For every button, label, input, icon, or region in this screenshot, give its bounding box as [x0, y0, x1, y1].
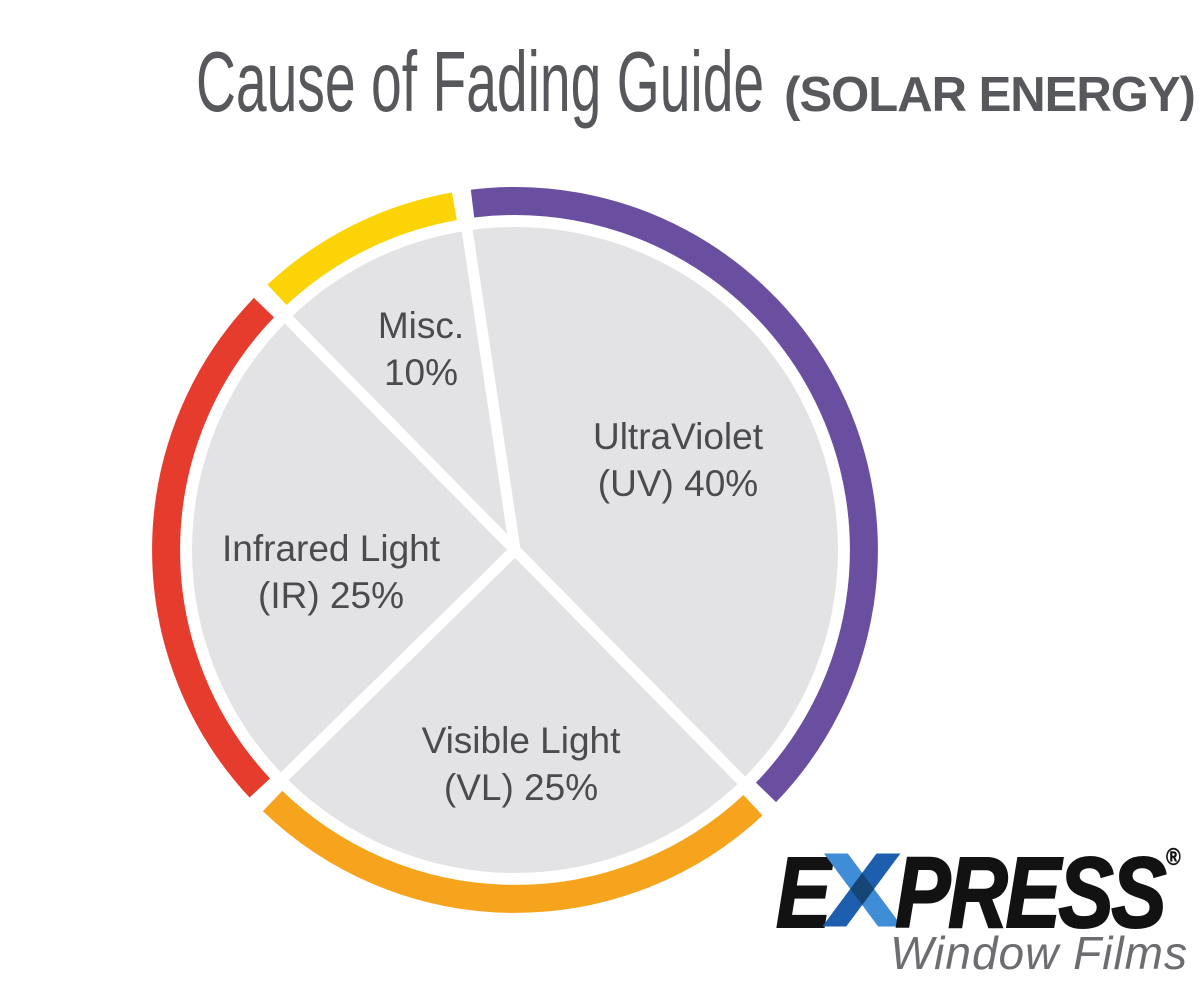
brand-wordmark: E PRESS® — [775, 842, 1181, 944]
slice-label-ultraviolet: UltraViolet (UV) 40% — [593, 413, 763, 507]
ring-segment-visible-light-vl — [262, 790, 763, 913]
brand-logo: E PRESS® Window Films — [693, 842, 1187, 976]
slice-label-misc: Misc. 10% — [378, 302, 464, 396]
brand-letters-press: PRESS — [894, 837, 1167, 949]
slice-value: (VL) 25% — [443, 767, 599, 808]
registered-mark: ® — [1165, 844, 1180, 871]
brand-letter-e: E — [775, 837, 832, 949]
slice-name: Visible Light — [421, 720, 621, 761]
slice-value: (UV) 40% — [597, 463, 759, 504]
slice-label-infrared: Infrared Light (IR) 25% — [222, 525, 440, 619]
slice-divider — [275, 306, 519, 554]
ring-segment-misc — [267, 192, 457, 306]
slice-name: UltraViolet — [592, 416, 764, 457]
brand-tagline: Window Films — [890, 927, 1188, 979]
page-title: Cause of Fading Guide (SOLAR ENERGY) — [0, 35, 1196, 130]
slice-value: 10% — [383, 352, 459, 393]
title-subtitle-text: (SOLAR ENERGY) — [784, 68, 1196, 122]
ring-segment-ultraviolet-uv — [470, 187, 878, 803]
slice-divider — [271, 546, 519, 790]
brand-x-icon — [821, 853, 902, 927]
slice-name: Misc. — [377, 305, 465, 346]
slice-divider — [459, 216, 521, 551]
slice-value: (IR) 25% — [258, 575, 404, 616]
title-main-text: Cause of Fading Guide — [195, 35, 765, 130]
slice-name: Infrared Light — [221, 528, 441, 569]
slice-divider — [511, 546, 755, 794]
slice-label-visible-light: Visible Light (VL) 25% — [422, 717, 621, 811]
ring-segment-infrared-light-ir — [152, 297, 275, 798]
